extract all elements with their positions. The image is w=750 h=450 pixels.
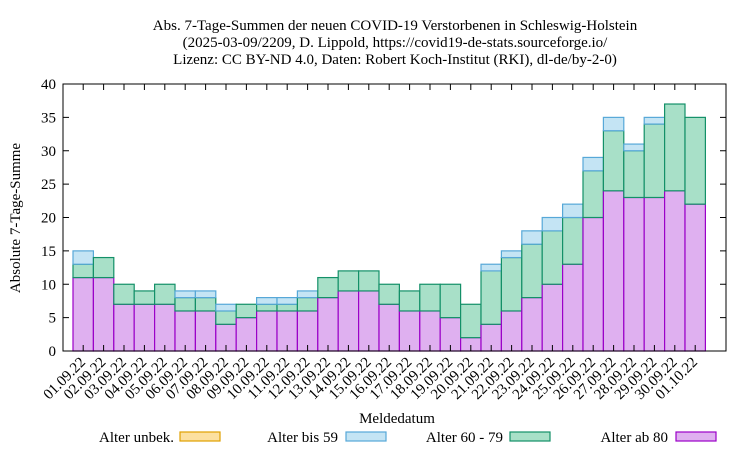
legend: Alter unbek. Alter bis 59 Alter 60 - 79 Alt… (99, 430, 717, 446)
bar-alter-ab-80-10.09.22 (256, 310, 278, 352)
bar-alter-ab-80-06.09.22 (174, 310, 196, 352)
bar-alter-ab-80-01.10.22 (684, 203, 706, 352)
bar-alter-bis-59-26.09.22 (582, 156, 604, 172)
bar-alter-bis-59-01.09.22 (72, 250, 94, 265)
bar-alter-bis-59-10.09.22 (256, 297, 278, 305)
bar-alter-60-79-24.09.22 (541, 230, 564, 285)
bar-alter-bis-59-08.09.22 (215, 303, 237, 312)
bar-alter-bis-59-07.09.22 (194, 290, 217, 299)
bar-alter-60-79-21.09.22 (480, 270, 502, 325)
legend-label: Alter 60 - 79 (426, 430, 503, 446)
bar-alter-60-79-26.09.22 (582, 170, 604, 219)
bar-alter-60-79-11.09.22 (276, 303, 298, 312)
y-tick-label: 10 (41, 277, 56, 293)
bar-alter-60-79-20.09.22 (460, 303, 482, 339)
bar-alter-ab-80-30.09.22 (663, 190, 686, 352)
bar-alter-60-79-25.09.22 (561, 216, 584, 265)
y-axis-title: Absolute 7-Tage-Summe (8, 143, 24, 294)
bar-alter-60-79-22.09.22 (500, 256, 523, 312)
bar-alter-bis-59-28.09.22 (623, 143, 645, 152)
bar-alter-bis-59-29.09.22 (643, 116, 666, 125)
bar-alter-60-79-01.10.22 (684, 116, 706, 205)
bar-alter-bis-59-12.09.22 (296, 290, 319, 299)
y-tick-label: 30 (41, 144, 56, 160)
bar-alter-60-79-23.09.22 (521, 243, 543, 299)
x-axis-title: Meldedatum (359, 411, 435, 427)
y-tick-label: 15 (41, 244, 56, 260)
bar-alter-ab-80-12.09.22 (296, 310, 319, 352)
bar-alter-ab-80-28.09.22 (623, 196, 645, 352)
bar-alter-ab-80-17.09.22 (398, 310, 421, 352)
bars-group (72, 103, 706, 352)
bar-alter-ab-80-15.09.22 (358, 290, 380, 352)
bar-alter-60-79-07.09.22 (194, 297, 217, 312)
bar-alter-60-79-13.09.22 (317, 276, 339, 299)
bar-alter-ab-80-01.09.22 (72, 276, 94, 352)
bar-alter-ab-80-11.09.22 (276, 310, 298, 352)
bar-alter-60-79-08.09.22 (215, 310, 237, 325)
bar-alter-60-79-14.09.22 (337, 270, 360, 292)
legend-swatch-alter-unbek- (179, 431, 221, 442)
y-tick-label: 20 (41, 211, 56, 227)
bar-alter-ab-80-05.09.22 (154, 303, 176, 352)
bar-alter-ab-80-04.09.22 (133, 303, 156, 352)
bar-alter-ab-80-24.09.22 (541, 283, 564, 352)
legend-swatch-alter-ab-80 (675, 431, 717, 442)
bar-alter-60-79-17.09.22 (398, 290, 421, 312)
bar-alter-ab-80-27.09.22 (602, 190, 625, 352)
y-tick-label: 25 (41, 177, 56, 193)
legend-label: Alter unbek. (99, 430, 174, 446)
bar-alter-bis-59-25.09.22 (561, 203, 584, 219)
bar-alter-ab-80-25.09.22 (561, 263, 584, 352)
bar-alter-60-79-27.09.22 (602, 130, 625, 192)
bar-alter-60-79-10.09.22 (256, 303, 278, 312)
legend-label: Alter ab 80 (601, 430, 668, 446)
bar-alter-60-79-16.09.22 (378, 283, 400, 305)
bar-alter-ab-80-13.09.22 (317, 297, 339, 352)
legend-swatch-alter-60-79 (509, 431, 551, 442)
bar-alter-bis-59-11.09.22 (276, 297, 298, 305)
bar-alter-60-79-12.09.22 (296, 297, 319, 312)
title-line-1: Abs. 7-Tage-Summen der neuen COVID-19 Ve… (153, 18, 638, 34)
bar-alter-60-79-04.09.22 (133, 290, 156, 305)
bar-alter-60-79-06.09.22 (174, 297, 196, 312)
bar-alter-ab-80-22.09.22 (500, 310, 523, 352)
bar-alter-ab-80-14.09.22 (337, 290, 360, 352)
bar-alter-ab-80-07.09.22 (194, 310, 217, 352)
y-tick-label: 35 (41, 110, 56, 126)
bar-alter-60-79-15.09.22 (358, 270, 380, 292)
bar-alter-60-79-05.09.22 (154, 283, 176, 305)
legend-label: Alter bis 59 (267, 430, 338, 446)
bar-alter-ab-80-29.09.22 (643, 196, 666, 352)
legend-swatch-alter-bis-59 (345, 431, 387, 442)
bar-alter-ab-80-02.09.22 (92, 276, 115, 352)
bar-alter-ab-80-18.09.22 (419, 310, 441, 352)
title-line-3: Lizenz: CC BY-ND 4.0, Daten: Robert Koch… (173, 52, 617, 68)
bar-alter-60-79-19.09.22 (439, 283, 462, 319)
bar-alter-bis-59-27.09.22 (602, 116, 625, 132)
bar-alter-ab-80-16.09.22 (378, 303, 400, 352)
bar-alter-bis-59-06.09.22 (174, 290, 196, 299)
bar-alter-bis-59-23.09.22 (521, 230, 543, 245)
bar-alter-60-79-28.09.22 (623, 150, 645, 199)
title-line-2: (2025-03-09/2209, D. Lippold, https://co… (183, 35, 608, 51)
bar-alter-60-79-09.09.22 (235, 303, 258, 319)
bar-alter-60-79-02.09.22 (92, 256, 115, 279)
bar-alter-ab-80-26.09.22 (582, 216, 604, 352)
bar-alter-60-79-29.09.22 (643, 123, 666, 199)
bar-alter-bis-59-21.09.22 (480, 263, 502, 272)
chart-title: Abs. 7-Tage-Summen der neuen COVID-19 Ve… (153, 18, 638, 68)
y-tick-label: 0 (49, 344, 57, 360)
bar-alter-bis-59-22.09.22 (500, 250, 523, 259)
bar-alter-bis-59-24.09.22 (541, 216, 564, 232)
y-tick-label: 5 (49, 311, 57, 327)
bar-alter-ab-80-03.09.22 (113, 303, 135, 352)
y-tick-label: 40 (41, 77, 56, 93)
bar-alter-60-79-03.09.22 (113, 283, 135, 305)
bar-alter-60-79-18.09.22 (419, 283, 441, 312)
bar-alter-60-79-30.09.22 (663, 103, 686, 192)
bar-alter-ab-80-23.09.22 (521, 297, 543, 352)
bar-alter-60-79-01.09.22 (72, 263, 94, 279)
